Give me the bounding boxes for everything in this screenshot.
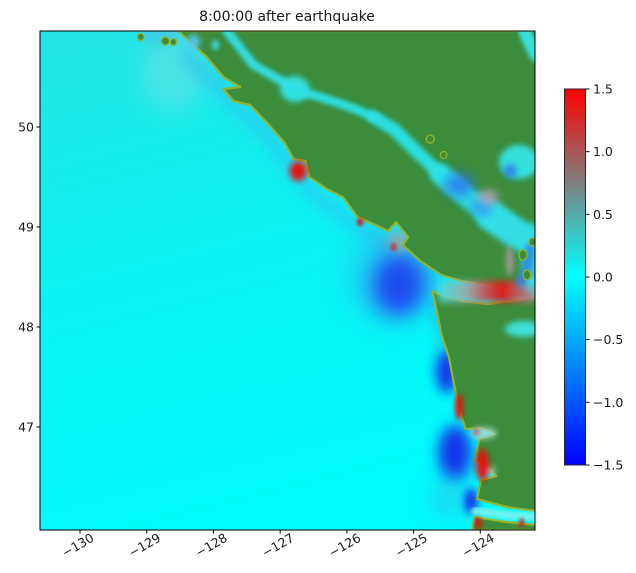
colorbar-tick-label: 1.5	[593, 82, 613, 97]
island	[522, 269, 532, 281]
chart-title: 8:00:00 after earthquake	[199, 9, 375, 25]
island-top-notch-2	[211, 40, 220, 50]
island	[528, 237, 535, 247]
colorbar-tick-label: −0.5	[593, 332, 623, 347]
juan-de-fuca-entrance-blue	[373, 255, 425, 315]
jervis-inlet-blue	[503, 164, 517, 178]
discovery-bay-cyan	[505, 321, 535, 337]
x-tick-label: −126	[326, 530, 363, 560]
johnstone-strait-1	[285, 84, 379, 122]
colorbar: 1.5 1.0 0.5 0.0 −0.5 −1.0 −1.5	[564, 82, 623, 473]
willapa-red-blob	[475, 449, 489, 481]
colorbar-tick-label: 1.0	[593, 144, 613, 159]
y-tick-label: 50	[18, 120, 34, 135]
goletas-channel	[222, 31, 288, 87]
y-tick-label: 48	[18, 320, 34, 335]
y-tick-label: 47	[18, 420, 34, 435]
island-top-notch-1	[186, 34, 201, 50]
nootka-red-spot	[289, 161, 307, 181]
wa-coast-red-sliver	[454, 394, 463, 420]
x-tick-label: −129	[126, 530, 163, 560]
x-tick-label: −130	[59, 530, 96, 560]
columbia-red-dot	[475, 517, 482, 529]
colorbar-tick-label: 0.0	[593, 270, 613, 285]
x-tick-label: −125	[393, 530, 430, 560]
island	[169, 37, 178, 47]
nanaimo-gray-patch	[477, 189, 499, 205]
island	[136, 32, 145, 42]
corner-inlet	[517, 31, 535, 62]
island	[425, 134, 435, 144]
y-tick-label: 49	[18, 220, 34, 235]
land-south-of-columbia	[471, 515, 535, 530]
island	[439, 150, 448, 160]
map-layers	[40, 31, 535, 530]
clayoquot-red-dot	[390, 243, 397, 251]
columbia-halo	[429, 475, 472, 519]
georgia-blue-patch	[444, 173, 474, 197]
wa-blue-blob-south	[438, 425, 472, 481]
colorbar-bar	[564, 88, 586, 466]
x-tick-label: −128	[193, 530, 230, 560]
x-tick-label: −127	[259, 530, 296, 560]
hesquiat-red-dot	[356, 218, 364, 226]
juan-de-fuca-band	[438, 281, 535, 302]
saanich-gray-strip	[505, 246, 514, 276]
plot-frame	[39, 30, 536, 531]
grays-harbor-red	[473, 428, 480, 436]
johnstone-strait-2	[367, 110, 447, 181]
island	[518, 249, 528, 261]
colorbar-tick-label: −1.0	[593, 395, 623, 410]
columbia-river	[471, 507, 535, 521]
bottom-edge-red-dot	[519, 518, 525, 528]
colorbar-tick-label: 0.5	[593, 207, 613, 222]
colorbar-tick-label: −1.5	[593, 458, 623, 473]
x-tick-label: −124	[459, 530, 496, 560]
island	[160, 36, 171, 46]
